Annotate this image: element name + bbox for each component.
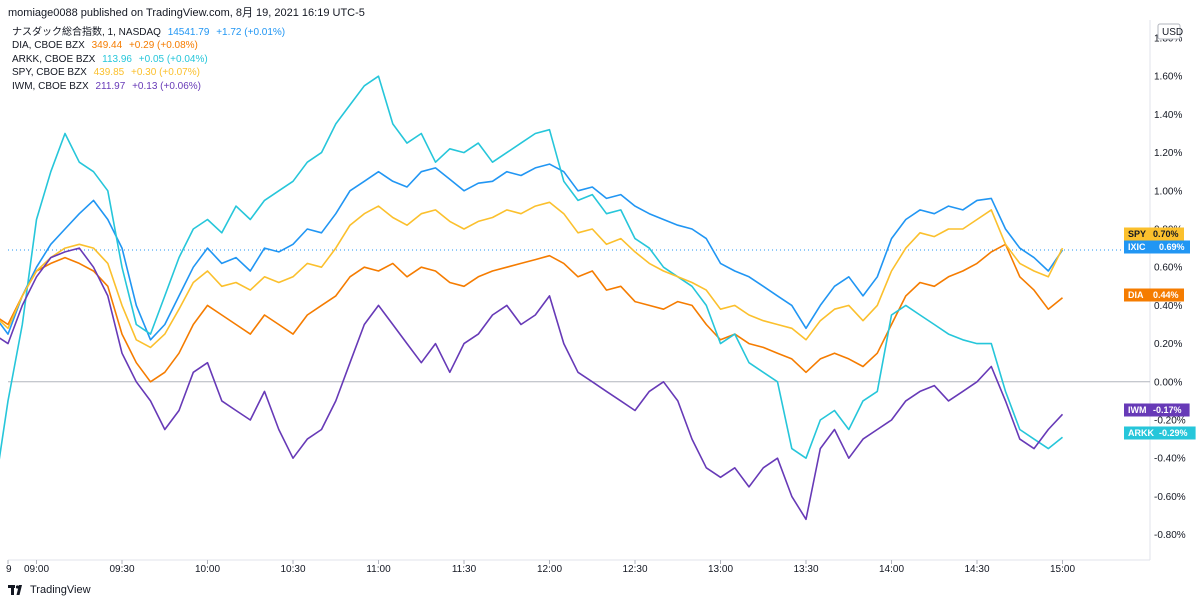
legend-name: ARKK, CBOE BZX: [12, 53, 96, 65]
y-tick-label: 1.40%: [1154, 110, 1182, 121]
x-tick-label: 13:30: [793, 564, 818, 575]
badge-value: 0.69%: [1159, 242, 1185, 252]
y-tick-label: -0.20%: [1154, 416, 1186, 427]
badge-value: -0.17%: [1153, 405, 1182, 415]
legend-value: 113.96: [102, 53, 132, 65]
y-tick-label: 1.20%: [1154, 148, 1182, 159]
badge-ticker: IWM: [1128, 405, 1147, 415]
badge-value-bg: [1156, 240, 1190, 254]
badge-ticker-bg: [1124, 227, 1150, 241]
y-tick-label: 0.60%: [1154, 263, 1182, 274]
legend-row-ixic[interactable]: ナスダック総合指数, 1, NASDAQ 14541.79 +1.72 (+0.…: [12, 26, 285, 39]
badge-ticker-bg: [1124, 288, 1150, 302]
y-tick-label: -0.60%: [1154, 492, 1186, 503]
x-tick-label: 09:30: [109, 564, 134, 575]
legend-name: SPY, CBOE BZX: [12, 67, 87, 79]
legend-value: 211.97: [95, 80, 126, 92]
publish-header: momiage0088 published on TradingView.com…: [8, 7, 365, 19]
legend-value: 349.44: [91, 40, 123, 52]
legend-row-dia[interactable]: DIA, CBOE BZX 349.44 +0.29 (+0.08%): [12, 39, 285, 52]
y-tick-label: 0.40%: [1154, 301, 1182, 312]
y-tick-label: 0.00%: [1154, 377, 1182, 388]
y-tick-label: 1.60%: [1154, 72, 1182, 83]
legend-name: DIA, CBOE BZX: [12, 40, 85, 52]
badge-ticker-bg: [1124, 426, 1156, 440]
badge-ticker: IXIC: [1128, 242, 1146, 252]
badge-value-bg: [1150, 227, 1184, 241]
y-tick-label: -0.80%: [1154, 530, 1186, 541]
legend-change: +0.29 (+0.08%): [128, 40, 198, 52]
badge-ticker-bg: [1124, 240, 1156, 254]
series-line-dia[interactable]: [0, 243, 1064, 383]
legend-change: +0.30 (+0.07%): [131, 67, 200, 79]
legend-name: ナスダック総合指数, 1, NASDAQ: [12, 27, 161, 38]
series-line-arkk[interactable]: [0, 75, 1064, 496]
legend-value: 439.85: [93, 67, 125, 79]
brand-footer: TradingView: [8, 584, 91, 596]
badge-ticker: SPY: [1128, 229, 1146, 239]
x-tick-label: 10:30: [280, 564, 305, 575]
x-tick-label: 10:00: [195, 564, 220, 575]
tradingview-logo-icon: [8, 584, 22, 595]
legend-change: +0.05 (+0.04%): [138, 53, 208, 65]
badge-value: 0.70%: [1153, 229, 1179, 239]
currency-badge[interactable]: [1157, 23, 1181, 40]
x-tick-label: 11:00: [366, 564, 391, 575]
badge-ticker: DIA: [1128, 290, 1144, 300]
legend-change: +1.72 (+0.01%): [216, 27, 286, 38]
series-line-spy[interactable]: [0, 201, 1064, 359]
x-tick-label: 14:00: [879, 564, 904, 575]
legend-row-iwm[interactable]: IWM, CBOE BZX 211.97 +0.13 (+0.06%): [12, 80, 285, 93]
legend-change: +0.13 (+0.06%): [132, 80, 202, 92]
y-tick-label: 0.20%: [1154, 339, 1182, 350]
y-tick-label: -0.40%: [1154, 454, 1186, 465]
badge-value: 0.44%: [1153, 290, 1179, 300]
series-line-iwm[interactable]: [0, 247, 1064, 521]
badge-value-bg: [1150, 403, 1190, 417]
legend-row-spy[interactable]: SPY, CBOE BZX 439.85 +0.30 (+0.07%): [12, 66, 285, 79]
x-tick-label: 13:00: [708, 564, 733, 575]
series-legend: ナスダック総合指数, 1, NASDAQ 14541.79 +1.72 (+0.…: [12, 26, 285, 93]
y-tick-label: 1.00%: [1154, 186, 1182, 197]
x-tick-label: 11:30: [452, 564, 477, 575]
x-tick-label: 09:00: [24, 564, 49, 575]
currency-label: USD: [1162, 27, 1183, 38]
x-tick-label: 15:00: [1050, 564, 1075, 575]
badge-value-bg: [1150, 288, 1184, 302]
legend-name: IWM, CBOE BZX: [12, 80, 89, 92]
legend-value: 14541.79: [167, 27, 210, 38]
x-tick-label: 12:00: [537, 564, 562, 575]
badge-value: -0.29%: [1159, 428, 1188, 438]
badge-ticker-bg: [1124, 403, 1150, 417]
x-tick-label: 9: [6, 564, 12, 575]
legend-row-arkk[interactable]: ARKK, CBOE BZX 113.96 +0.05 (+0.04%): [12, 53, 285, 66]
badge-ticker: ARKK: [1128, 428, 1154, 438]
badge-value-bg: [1156, 426, 1196, 440]
x-tick-label: 14:30: [964, 564, 989, 575]
brand-name: TradingView: [30, 584, 91, 596]
series-line-ixic[interactable]: [0, 163, 1064, 363]
x-tick-label: 12:30: [622, 564, 647, 575]
